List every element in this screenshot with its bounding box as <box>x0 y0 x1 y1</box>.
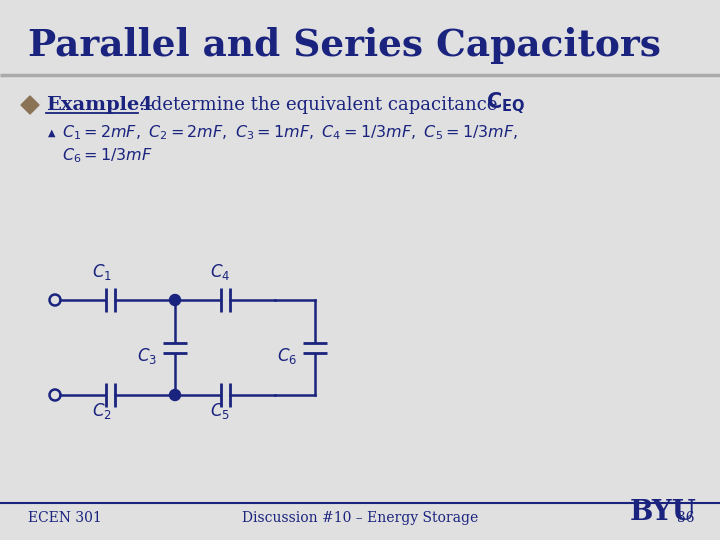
Text: ▲: ▲ <box>48 128 55 138</box>
Text: 36: 36 <box>678 511 695 525</box>
Text: Discussion #10 – Energy Storage: Discussion #10 – Energy Storage <box>242 511 478 525</box>
Text: : determine the equivalent capacitance: : determine the equivalent capacitance <box>139 96 503 114</box>
Text: $C_4$: $C_4$ <box>210 262 230 282</box>
Text: Example4: Example4 <box>46 96 153 114</box>
Text: $C_3$: $C_3$ <box>137 346 157 366</box>
Text: $C_1$: $C_1$ <box>92 262 112 282</box>
Text: $C_1 = 2mF,\ C_2 = 2mF,\ C_3 = 1mF,\ C_4 = 1/3mF,\ C_5 = 1/3mF,$: $C_1 = 2mF,\ C_2 = 2mF,\ C_3 = 1mF,\ C_4… <box>62 124 518 143</box>
Circle shape <box>169 294 181 306</box>
Text: $C_6 = 1/3mF$: $C_6 = 1/3mF$ <box>62 147 153 165</box>
Polygon shape <box>21 96 39 114</box>
Text: $C_6$: $C_6$ <box>276 346 297 366</box>
Text: $\mathbf{C_{EQ}}$: $\mathbf{C_{EQ}}$ <box>486 90 526 116</box>
Text: $C_2$: $C_2$ <box>92 401 112 421</box>
Text: Parallel and Series Capacitors: Parallel and Series Capacitors <box>28 26 661 64</box>
Text: BYU: BYU <box>630 500 697 526</box>
Text: ECEN 301: ECEN 301 <box>28 511 102 525</box>
Circle shape <box>169 389 181 401</box>
Text: $C_5$: $C_5$ <box>210 401 230 421</box>
